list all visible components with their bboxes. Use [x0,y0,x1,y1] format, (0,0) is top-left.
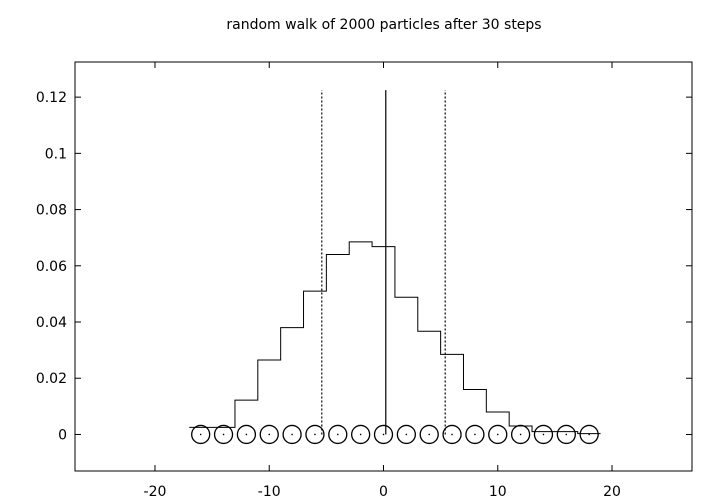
chart-title: random walk of 2000 particles after 30 s… [226,17,541,33]
particle-circle [213,424,234,445]
particle-circle [533,424,554,445]
particle-circle [419,424,439,445]
tick-labels: -20 -10 0 10 20 0 0.02 0.04 0.06 0.08 0.1 0.12 [36,90,621,500]
particle-circle [510,424,531,445]
particle-center-dot [336,433,339,436]
particle-circle [305,424,325,445]
particle-circle [442,424,462,445]
particle-center-dot [314,433,316,436]
particle-center-dot [428,433,431,436]
particle-center-dot [474,433,476,436]
x-tick-label: 0 [379,484,388,500]
particle-circle [396,424,417,445]
particle-center-dot [405,433,408,436]
y-tick-label: 0.12 [36,90,67,106]
particle-circle [236,424,257,445]
x-tick-label: 10 [489,484,507,500]
particle-center-dot [222,433,225,436]
particle-center-dot [588,433,590,436]
y-tick-label: 0.04 [36,315,67,331]
plot-frame [74,61,693,472]
y-tick-label: 0.08 [36,203,67,219]
particle-circle [465,424,485,445]
particle-circle [259,424,279,445]
particle-center-dot [565,433,568,436]
particle-center-dot [268,433,271,436]
y-tick-label: 0.02 [36,371,67,387]
y-tick-label: 0 [58,427,67,443]
y-tick-label: 0.06 [36,259,67,275]
particle-center-dot [542,433,545,436]
particle-circle [350,424,371,445]
axis-ticks [75,62,692,471]
particle-center-dot [519,433,522,436]
chart-marks [189,90,601,445]
histogram-steps [189,241,601,435]
x-tick-label: -10 [258,484,281,500]
x-tick-label: 20 [603,484,621,500]
particle-circle [191,424,211,445]
particle-center-dot [382,433,385,436]
particle-circle [373,424,394,445]
particle-circle [488,424,508,445]
y-tick-label: 0.1 [45,146,67,162]
particle-center-dot [451,433,453,436]
x-tick-label: -20 [144,484,167,500]
particle-center-dot [359,433,362,436]
particle-circle [282,424,302,445]
particle-circle [579,424,599,445]
particle-center-dot [199,433,202,436]
particle-center-dot [496,433,499,436]
particle-circle [556,424,576,445]
particle-center-dot [291,433,293,436]
particle-circle [328,424,348,445]
particle-center-dot [245,433,248,436]
